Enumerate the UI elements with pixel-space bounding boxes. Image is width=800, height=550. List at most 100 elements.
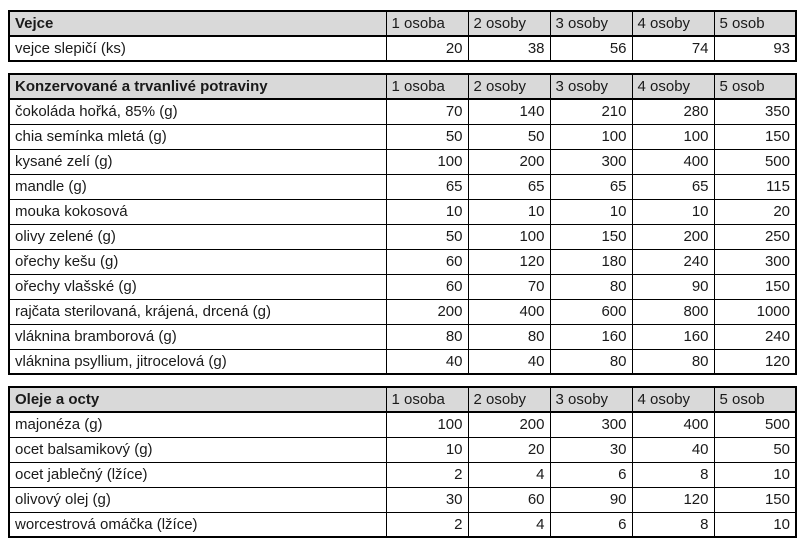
cell-value: 500: [713, 411, 797, 438]
row-label: olivy zelené (g): [8, 223, 387, 250]
cell-value: 80: [467, 323, 551, 350]
cell-value: 20: [467, 436, 551, 463]
column-header: 5 osob: [713, 10, 797, 37]
table-row: worcestrová omáčka (lžíce) 2 4 6 8 10: [8, 511, 797, 538]
table-row: vláknina psyllium, jitrocelová (g) 40 40 80…: [8, 348, 797, 375]
column-header: 4 osoby: [631, 386, 715, 413]
table-row: čokoláda hořká, 85% (g) 70 140 210 280 350: [8, 98, 797, 125]
cell-value: 80: [549, 273, 633, 300]
cell-value: 100: [385, 148, 469, 175]
row-label: ořechy vlašské (g): [8, 273, 387, 300]
row-label: kysané zelí (g): [8, 148, 387, 175]
column-header: 2 osoby: [467, 73, 551, 100]
cell-value: 500: [713, 148, 797, 175]
cell-value: 70: [467, 273, 551, 300]
cell-value: 2: [385, 461, 469, 488]
cell-value: 240: [631, 248, 715, 275]
cell-value: 120: [631, 486, 715, 513]
column-header: 4 osoby: [631, 10, 715, 37]
column-header: 2 osoby: [467, 386, 551, 413]
cell-value: 65: [467, 173, 551, 200]
column-header: 3 osoby: [549, 10, 633, 37]
cell-value: 400: [631, 411, 715, 438]
cell-value: 200: [385, 298, 469, 325]
cell-value: 150: [713, 486, 797, 513]
food-table-section-0: Vejce 1 osoba 2 osoby 3 osoby 4 osoby 5 osob v…: [8, 10, 797, 62]
cell-value: 100: [631, 123, 715, 150]
row-label: mandle (g): [8, 173, 387, 200]
cell-value: 20: [385, 35, 469, 62]
cell-value: 200: [467, 411, 551, 438]
row-label: ocet balsamikový (g): [8, 436, 387, 463]
column-header: 1 osoba: [385, 10, 469, 37]
column-header: 3 osoby: [549, 73, 633, 100]
cell-value: 160: [631, 323, 715, 350]
row-label: čokoláda hořká, 85% (g): [8, 98, 387, 125]
section-title: Oleje a octy: [8, 386, 387, 413]
cell-value: 6: [549, 461, 633, 488]
table-row: ořechy kešu (g) 60 120 180 240 300: [8, 248, 797, 275]
column-header: 1 osoba: [385, 386, 469, 413]
row-label: vláknina psyllium, jitrocelová (g): [8, 348, 387, 375]
cell-value: 400: [631, 148, 715, 175]
cell-value: 65: [549, 173, 633, 200]
cell-value: 6: [549, 511, 633, 538]
table-row: mouka kokosová 10 10 10 10 20: [8, 198, 797, 225]
table-row: ocet balsamikový (g) 10 20 30 40 50: [8, 436, 797, 463]
cell-value: 200: [631, 223, 715, 250]
column-header: 5 osob: [713, 73, 797, 100]
cell-value: 10: [385, 436, 469, 463]
cell-value: 150: [713, 123, 797, 150]
cell-value: 38: [467, 35, 551, 62]
cell-value: 240: [713, 323, 797, 350]
cell-value: 50: [467, 123, 551, 150]
cell-value: 140: [467, 98, 551, 125]
table-row: kysané zelí (g) 100 200 300 400 500: [8, 148, 797, 175]
cell-value: 80: [385, 323, 469, 350]
cell-value: 4: [467, 511, 551, 538]
tables-container: Vejce 1 osoba 2 osoby 3 osoby 4 osoby 5 osob v…: [8, 10, 797, 538]
cell-value: 50: [385, 123, 469, 150]
cell-value: 1000: [713, 298, 797, 325]
row-label: worcestrová omáčka (lžíce): [8, 511, 387, 538]
cell-value: 300: [713, 248, 797, 275]
cell-value: 70: [385, 98, 469, 125]
table-row: olivy zelené (g) 50 100 150 200 250: [8, 223, 797, 250]
cell-value: 10: [713, 511, 797, 538]
cell-value: 60: [385, 248, 469, 275]
column-header: 1 osoba: [385, 73, 469, 100]
cell-value: 100: [549, 123, 633, 150]
row-label: ořechy kešu (g): [8, 248, 387, 275]
section-title: Konzervované a trvanlivé potraviny: [8, 73, 387, 100]
cell-value: 60: [385, 273, 469, 300]
row-label: vláknina bramborová (g): [8, 323, 387, 350]
cell-value: 300: [549, 411, 633, 438]
column-header: 3 osoby: [549, 386, 633, 413]
cell-value: 160: [549, 323, 633, 350]
cell-value: 80: [549, 348, 633, 375]
cell-value: 150: [713, 273, 797, 300]
table-row: vejce slepičí (ks) 20 38 56 74 93: [8, 35, 797, 62]
cell-value: 280: [631, 98, 715, 125]
cell-value: 65: [385, 173, 469, 200]
cell-value: 90: [631, 273, 715, 300]
table-row: majonéza (g) 100 200 300 400 500: [8, 411, 797, 438]
table-row: ořechy vlašské (g) 60 70 80 90 150: [8, 273, 797, 300]
cell-value: 50: [713, 436, 797, 463]
cell-value: 90: [549, 486, 633, 513]
cell-value: 50: [385, 223, 469, 250]
section-title: Vejce: [8, 10, 387, 37]
row-label: chia semínka mletá (g): [8, 123, 387, 150]
row-label: mouka kokosová: [8, 198, 387, 225]
table-row: rajčata sterilovaná, krájená, drcená (g)…: [8, 298, 797, 325]
food-table-section-2: Oleje a octy 1 osoba 2 osoby 3 osoby 4 osoby…: [8, 386, 797, 538]
food-table-section-1: Konzervované a trvanlivé potraviny 1 osob…: [8, 73, 797, 375]
cell-value: 40: [467, 348, 551, 375]
cell-value: 40: [631, 436, 715, 463]
table-row: chia semínka mletá (g) 50 50 100 100 150: [8, 123, 797, 150]
cell-value: 4: [467, 461, 551, 488]
cell-value: 120: [713, 348, 797, 375]
row-label: rajčata sterilovaná, krájená, drcená (g): [8, 298, 387, 325]
cell-value: 10: [631, 198, 715, 225]
cell-value: 350: [713, 98, 797, 125]
